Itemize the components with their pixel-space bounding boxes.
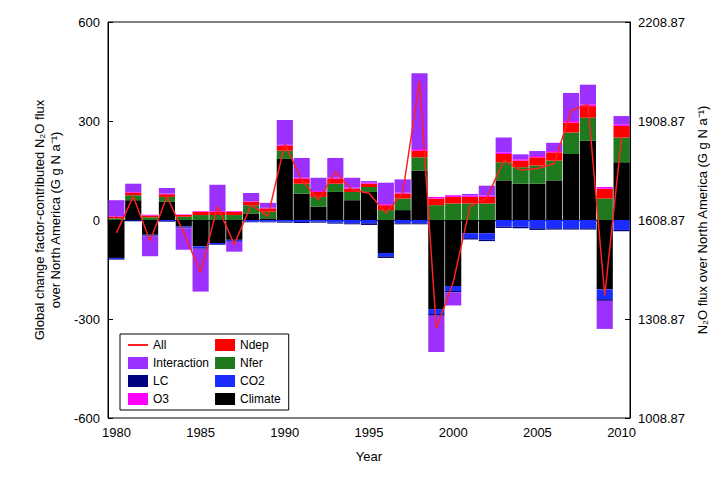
svg-text:1008.87: 1008.87	[638, 411, 685, 426]
svg-text:1908.87: 1908.87	[638, 114, 685, 129]
svg-text:-300: -300	[74, 312, 100, 327]
svg-text:2005: 2005	[523, 425, 552, 440]
svg-text:1990: 1990	[270, 425, 299, 440]
svg-text:1308.87: 1308.87	[638, 312, 685, 327]
svg-text:over North America (G g N a⁻¹): over North America (G g N a⁻¹)	[48, 132, 63, 309]
svg-text:O3: O3	[153, 392, 169, 406]
svg-text:N₂O flux over North America (G: N₂O flux over North America (G g N a⁻¹)	[695, 106, 710, 335]
svg-text:Ndep: Ndep	[240, 338, 269, 352]
svg-text:2000: 2000	[439, 425, 468, 440]
svg-text:2010: 2010	[607, 425, 636, 440]
svg-text:Nfer: Nfer	[240, 356, 263, 370]
svg-text:600: 600	[78, 15, 100, 30]
svg-text:LC: LC	[153, 374, 169, 388]
svg-text:0: 0	[93, 213, 100, 228]
svg-text:1980: 1980	[102, 425, 131, 440]
svg-text:1985: 1985	[186, 425, 215, 440]
svg-text:Climate: Climate	[240, 392, 281, 406]
svg-text:-600: -600	[74, 411, 100, 426]
svg-text:1995: 1995	[355, 425, 384, 440]
svg-text:Interaction: Interaction	[153, 356, 209, 370]
svg-text:Year: Year	[356, 449, 383, 464]
svg-text:2208.87: 2208.87	[638, 15, 685, 30]
svg-text:300: 300	[78, 114, 100, 129]
svg-text:1608.87: 1608.87	[638, 213, 685, 228]
svg-text:CO2: CO2	[240, 374, 265, 388]
svg-text:All: All	[153, 338, 166, 352]
svg-text:Global change factor-contribut: Global change factor-contributed N₂O flu…	[32, 99, 47, 340]
